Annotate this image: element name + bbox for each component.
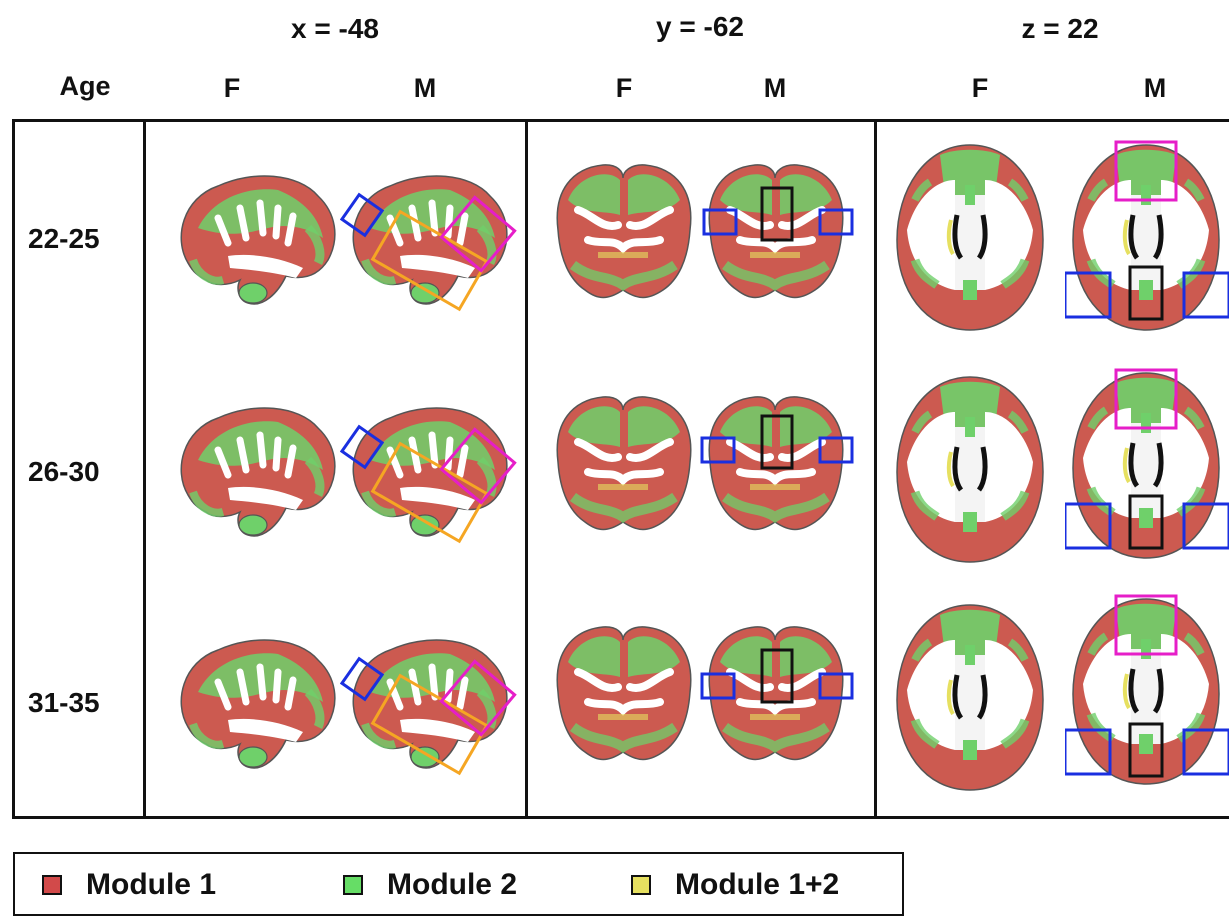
sagittal-female-22-25 <box>168 168 348 318</box>
y-male-header: M <box>763 73 787 103</box>
axial-female-31-35 <box>895 600 1050 795</box>
sagittal-male-31-35 <box>340 632 517 776</box>
age-label-row-1: 22-25 <box>28 223 100 254</box>
coronal-male-31-35 <box>700 622 854 767</box>
x-female-header: F <box>223 73 241 103</box>
divider-x-y <box>525 119 528 819</box>
legend-swatch-module-1-2 <box>631 875 651 895</box>
y-female-header: F <box>615 73 633 103</box>
x-slice-title: x = -48 <box>291 13 379 44</box>
coronal-male-22-25 <box>702 160 854 305</box>
coronal-male-26-30 <box>700 392 854 537</box>
age-label-row-2: 26-30 <box>28 456 100 487</box>
legend-item-module-2: Module 2 <box>343 868 517 902</box>
coronal-female-22-25 <box>548 160 703 305</box>
sagittal-female-31-35 <box>168 632 348 782</box>
z-female-header: F <box>971 73 989 103</box>
legend-swatch-module-2 <box>343 875 363 895</box>
age-column-header: Age <box>59 71 111 101</box>
legend-label-module-1: Module 1 <box>86 868 217 901</box>
axial-female-26-30 <box>895 372 1050 567</box>
sagittal-male-26-30 <box>340 400 517 544</box>
figure-grid-frame <box>12 119 1229 819</box>
divider-age-x <box>143 119 146 819</box>
axial-male-26-30 <box>1065 368 1229 563</box>
age-label-row-3: 31-35 <box>28 687 100 718</box>
sagittal-male-22-25 <box>340 168 517 312</box>
axial-male-22-25 <box>1065 140 1229 335</box>
legend-label-module-2: Module 2 <box>387 868 518 901</box>
divider-y-z <box>874 119 877 819</box>
legend-label-module-1-2: Module 1+2 <box>675 868 840 901</box>
coronal-female-26-30 <box>548 392 703 537</box>
z-male-header: M <box>1143 73 1167 103</box>
legend: Module 1 Module 2 Module 1+2 <box>13 852 904 916</box>
y-slice-title: y = -62 <box>656 11 744 42</box>
legend-item-module-1: Module 1 <box>42 868 216 902</box>
sagittal-female-26-30 <box>168 400 348 550</box>
coronal-female-31-35 <box>548 622 703 767</box>
z-slice-title: z = 22 <box>1021 13 1099 44</box>
axial-female-22-25 <box>895 140 1050 335</box>
legend-swatch-module-1 <box>42 875 62 895</box>
x-male-header: M <box>413 73 437 103</box>
axial-male-31-35 <box>1065 594 1229 789</box>
legend-item-module-1-2: Module 1+2 <box>631 868 839 902</box>
